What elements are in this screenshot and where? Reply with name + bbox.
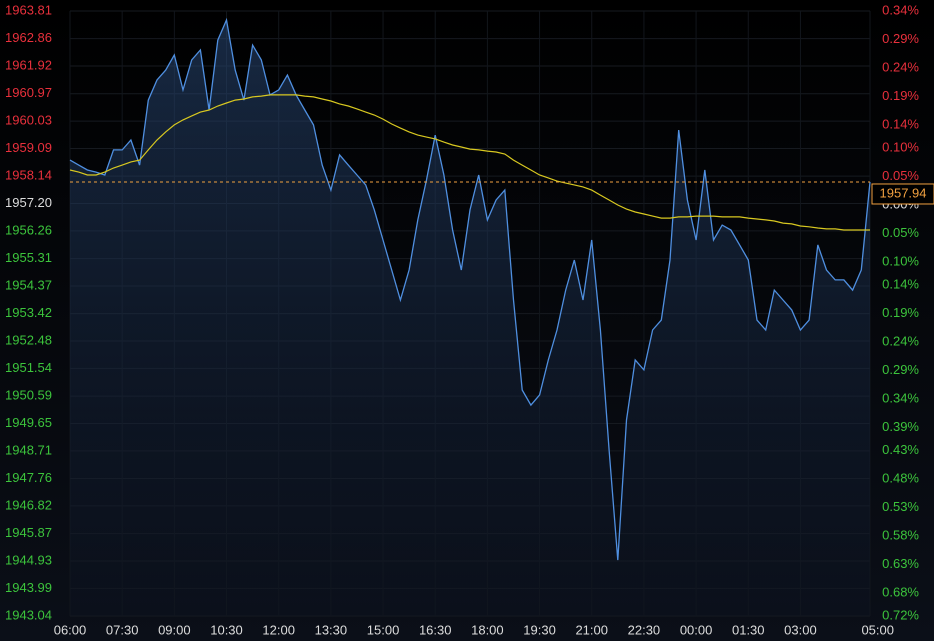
y-tick-label: 1958.14 [5,168,52,183]
y-tick-label: 1952.48 [5,332,52,347]
y2-tick-label: 0.72% [882,607,919,622]
y2-tick-label: 0.53% [882,499,919,514]
y-tick-label: 1959.09 [5,140,52,155]
x-tick-label: 13:30 [315,622,348,637]
y-tick-label: 1953.42 [5,305,52,320]
y2-tick-label: 0.10% [882,254,919,269]
x-tick-label: 21:00 [575,622,608,637]
x-tick-label: 12:00 [262,622,295,637]
y2-tick-label: 0.34% [882,2,919,17]
x-tick-label: 07:30 [106,622,139,637]
y-tick-label: 1955.31 [5,250,52,265]
y-tick-label: 1943.99 [5,580,52,595]
current-price-box [871,183,934,205]
y-tick-label: 1950.59 [5,388,52,403]
x-tick-label: 16:30 [419,622,452,637]
y2-tick-label: 0.29% [882,362,919,377]
x-tick-label: 19:30 [523,622,556,637]
y2-tick-label: 0.24% [882,333,919,348]
y2-tick-label: 0.48% [882,470,919,485]
y2-tick-label: 0.19% [882,305,919,320]
y2-tick-label: 0.10% [882,139,919,154]
y-tick-label: 1954.37 [5,277,52,292]
x-tick-label: 03:00 [784,622,817,637]
x-tick-label: 22:30 [628,622,661,637]
x-tick-label: 00:00 [680,622,713,637]
x-tick-label: 09:00 [158,622,191,637]
y2-tick-label: 0.43% [882,442,919,457]
x-tick-label: 15:00 [367,622,400,637]
x-tick-label: 10:30 [210,622,243,637]
y2-tick-label: 0.34% [882,391,919,406]
x-tick-label: 05:00 [861,622,894,637]
x-tick-label: 01:30 [732,622,765,637]
y2-tick-label: 0.14% [882,117,919,132]
y-tick-label: 1951.54 [5,360,52,375]
y-tick-label: 1963.81 [5,2,52,17]
y-tick-label: 1946.82 [5,497,52,512]
y-tick-label: 1962.86 [5,30,52,45]
y-tick-label: 1961.92 [5,57,52,72]
y-tick-label: 1960.97 [5,85,52,100]
y-tick-label: 1956.26 [5,222,52,237]
y2-tick-label: 0.58% [882,528,919,543]
area [70,20,870,616]
y-tick-label: 1943.04 [5,607,52,622]
current-price-label: 1957.94 [880,185,927,200]
y2-tick-label: 0.14% [882,276,919,291]
y2-tick-label: 0.05% [882,225,919,240]
x-tick-label: 06:00 [54,622,87,637]
y2-tick-label: 0.05% [882,168,919,183]
y2-tick-label: 0.63% [882,556,919,571]
y2-tick-label: 0.24% [882,60,919,75]
y-tick-label: 1957.20 [5,195,52,210]
y-tick-label: 1944.93 [5,552,52,567]
line [69,94,870,231]
y-tick-label: 1947.76 [5,470,52,485]
line [69,17,871,561]
y-tick-label: 1945.87 [5,525,52,540]
y-tick-label: 1948.71 [5,442,52,457]
y2-tick-label: 0.68% [882,585,919,600]
y2-tick-label: 0.19% [882,88,919,103]
y2-tick-label: 0.39% [882,419,919,434]
y-tick-label: 1949.65 [5,415,52,430]
y-tick-label: 1960.03 [5,113,52,128]
y2-tick-label: 0.29% [882,31,919,46]
x-tick-label: 18:00 [471,622,504,637]
